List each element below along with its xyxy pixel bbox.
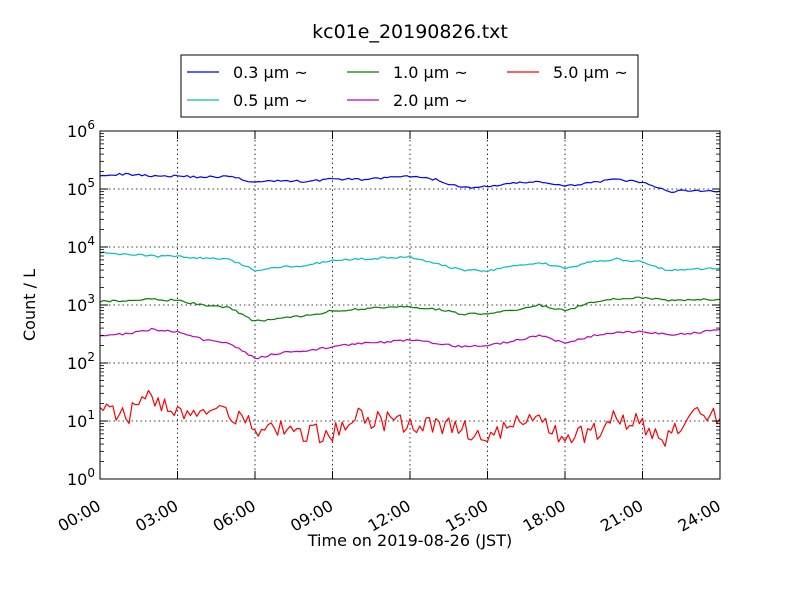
y-tick-label: 106 xyxy=(67,118,95,141)
y-tick-label: 105 xyxy=(67,176,95,199)
y-tick-label: 104 xyxy=(67,234,95,257)
series-line xyxy=(99,327,721,360)
legend-label: 0.3 μm ~ xyxy=(233,63,308,82)
y-tick-label: 101 xyxy=(67,408,95,431)
x-axis-label: Time on 2019-08-26 (JST) xyxy=(307,531,512,550)
y-tick-label: 102 xyxy=(67,350,95,373)
series-line xyxy=(99,389,721,447)
legend-label: 0.5 μm ~ xyxy=(233,91,308,110)
legend-label: 1.0 μm ~ xyxy=(393,63,468,82)
series-line xyxy=(99,296,721,322)
chart-title: kc01e_20190826.txt xyxy=(312,21,508,43)
legend-box xyxy=(180,54,639,118)
y-axis-label: Count / L xyxy=(20,269,39,341)
series-lines xyxy=(99,172,721,447)
legend-label: 2.0 μm ~ xyxy=(393,91,468,110)
legend: 0.3 μm ~ 0.5 μm ~ 1.0 μm ~ 2.0 μm ~ 5.0 μm ~ xyxy=(180,54,639,118)
series-line xyxy=(99,172,721,193)
y-tick-label: 100 xyxy=(67,466,95,489)
series-line xyxy=(99,251,721,273)
y-tick-label: 103 xyxy=(67,292,95,315)
y-axis-ticks: 100 101 102 103 104 105 106 xyxy=(67,118,720,489)
legend-label: 5.0 μm ~ xyxy=(553,63,628,82)
